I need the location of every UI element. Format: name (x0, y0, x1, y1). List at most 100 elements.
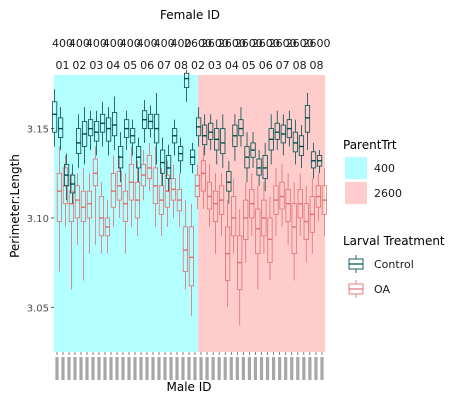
box-control-box (256, 158, 262, 176)
box-oa-box (243, 199, 249, 240)
box-control-box (112, 112, 118, 137)
legends: ParentTrt 400 2600 Larval Treatment Control O… (343, 138, 445, 300)
facet-strip-female-label: 03 (89, 59, 103, 72)
x-tick-label-mark (235, 357, 239, 380)
box-control-box (165, 155, 172, 180)
panel-background-400 (54, 75, 198, 352)
x-tick-label-mark (320, 357, 324, 380)
x-tick-label-mark (211, 357, 215, 380)
box-oa-box (206, 181, 213, 210)
x-tick-label-mark (199, 357, 203, 380)
x-tick-label-mark (73, 357, 77, 380)
box-oa-box (68, 190, 74, 222)
x-tick-label-mark (265, 357, 270, 380)
facet-strip-female-label: 02 (191, 59, 205, 72)
facet-strip-female-label: 05 (242, 59, 256, 72)
box-oa-box (146, 155, 152, 180)
x-tick-label-mark (296, 357, 300, 380)
box-oa-box (267, 217, 273, 264)
x-tick-label-mark (247, 357, 252, 380)
x-tick-label-mark (157, 357, 161, 380)
x-tick-label-mark (85, 357, 89, 380)
box-oa-box (188, 226, 194, 287)
facet-strip-treatment-label: 2600 (184, 37, 212, 50)
box-control-box (226, 171, 232, 192)
x-tick-label-mark (55, 357, 59, 380)
box-oa-box (74, 185, 80, 219)
facet-strip-female-label: 06 (140, 59, 154, 72)
x-tick-label-mark (121, 357, 125, 380)
x-tick-label-mark (241, 357, 245, 380)
box-oa-box (231, 196, 237, 237)
x-tick-label-mark (205, 357, 209, 380)
x-tick-label-mark (145, 357, 149, 380)
legend-title-larval-treatment: Larval Treatment (343, 234, 445, 248)
box-oa-box (80, 190, 86, 222)
x-tick-label-mark (314, 357, 318, 380)
box-oa-box (92, 158, 98, 187)
facet-strip-female-label: 04 (225, 59, 239, 72)
box-control-box (58, 117, 64, 138)
box-control-box (183, 72, 190, 88)
x-tick-label-mark (284, 357, 288, 380)
legend-key-400 (345, 157, 367, 179)
facet-strip-female-label: 01 (55, 59, 69, 72)
box-oa-box (285, 188, 291, 222)
facet-strip-treatment-label: 2600 (235, 37, 263, 50)
x-tick-label-mark (278, 357, 282, 380)
x-tick-label-mark (115, 357, 119, 380)
legend-label-control: Control (374, 258, 414, 271)
facet-strip-treatment-label: 2600 (201, 37, 229, 50)
facet-strip-treatment-label: 400 (52, 37, 73, 50)
x-tick-label-mark (127, 357, 131, 380)
box-control-box (298, 135, 305, 156)
x-tick-label-mark (187, 357, 191, 380)
x-tick-label-mark (109, 357, 113, 380)
x-tick-label-mark (133, 357, 137, 380)
x-tick-label-mark (181, 357, 185, 380)
box-control-box (310, 151, 317, 169)
box-control-box (274, 122, 280, 140)
facet-strip-treatment-label: 2600 (286, 37, 314, 50)
facet-strip-treatment-label: 400 (86, 37, 107, 50)
box-oa-box (56, 172, 63, 222)
y-axis: 3.05 3.10 3.15 (27, 125, 54, 314)
box-control-box (208, 122, 214, 140)
legend-key-2600 (345, 182, 367, 204)
facet-strip-treatment-label: 400 (171, 37, 192, 50)
legend-label-400: 400 (374, 162, 395, 175)
facet-strip-female-label: 05 (123, 59, 137, 72)
x-tick-label-mark (139, 357, 143, 380)
facet-strip-treatment-label: 400 (154, 37, 175, 50)
facet-strip-treatment-label: 2600 (252, 37, 280, 50)
box-control-box (304, 104, 311, 133)
x-tick-label-mark (163, 357, 167, 380)
x-tick-label-mark (271, 357, 276, 380)
facet-strips: 4000140002400034000440005400064000740008… (52, 37, 331, 72)
box-oa-box (98, 196, 104, 237)
box-oa-box (110, 172, 116, 208)
facet-strip-female-label: 08 (310, 59, 324, 72)
facet-strip-treatment-label: 400 (120, 37, 141, 50)
x-tick-label-mark (253, 357, 258, 380)
x-tick-label-mark (217, 357, 221, 380)
box-oa-box (279, 181, 285, 210)
box-control-box (76, 128, 82, 155)
chart-title: Female ID (160, 8, 220, 22)
box-oa-box (212, 190, 219, 222)
boxplot-series-control (52, 69, 323, 204)
box-control-box (262, 155, 268, 180)
x-tick-label-mark (175, 357, 179, 380)
box-control-box (106, 117, 112, 142)
x-tick-label-mark (229, 357, 233, 380)
facet-strip-treatment-label: 400 (137, 37, 158, 50)
facet-strip-treatment-label: 2600 (269, 37, 297, 50)
box-oa-box (86, 190, 92, 219)
facet-strip-female-label: 08 (293, 59, 307, 72)
x-tick-label-mark (193, 357, 197, 380)
x-tick-label-mark (91, 357, 95, 380)
y-axis-label: Perimeter:Length (8, 154, 22, 258)
facet-strip-female-label: 07 (276, 59, 290, 72)
facet-strip-treatment-label: 400 (103, 37, 124, 50)
box-control-box (238, 119, 244, 137)
